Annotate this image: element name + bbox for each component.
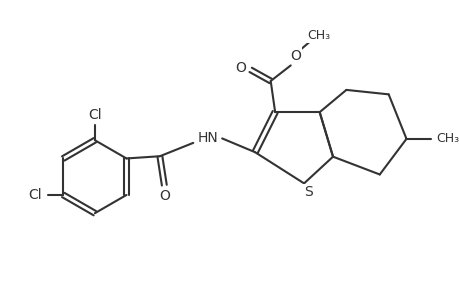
Text: O: O bbox=[158, 189, 169, 203]
Text: CH₃: CH₃ bbox=[436, 132, 459, 146]
Text: S: S bbox=[303, 185, 312, 199]
Text: O: O bbox=[289, 49, 300, 63]
Text: Cl: Cl bbox=[88, 108, 101, 122]
Text: CH₃: CH₃ bbox=[306, 29, 329, 42]
Text: Cl: Cl bbox=[28, 188, 42, 202]
Text: HN: HN bbox=[197, 131, 218, 146]
Text: O: O bbox=[235, 61, 246, 75]
